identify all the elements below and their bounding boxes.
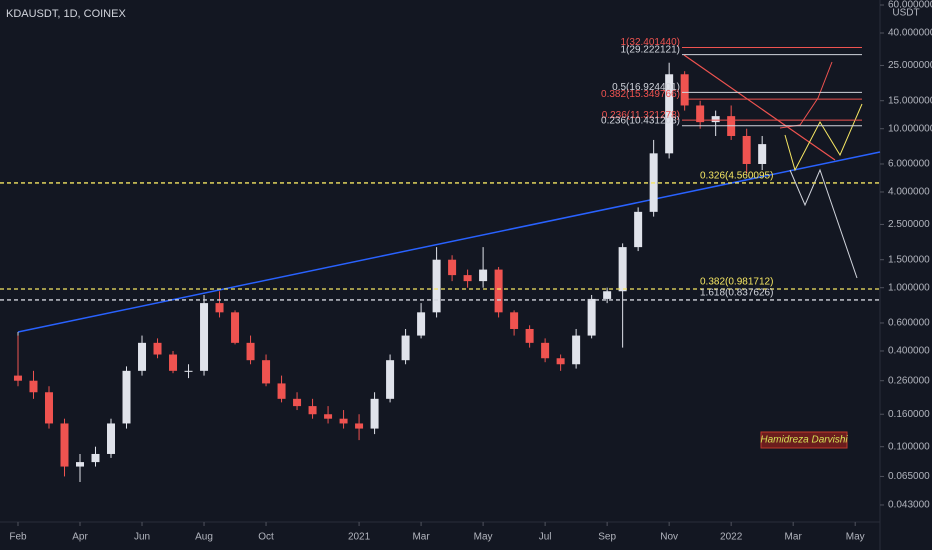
candle-body	[122, 370, 131, 424]
candle-body	[525, 328, 534, 343]
x-tick-label: Aug	[195, 532, 213, 543]
trend-line	[17, 151, 881, 333]
arrow-path	[779, 61, 833, 129]
candle-body	[417, 312, 426, 336]
y-tick-label: 15.000000	[888, 95, 932, 106]
x-tick-label: Jul	[539, 532, 552, 543]
candle-body	[696, 105, 705, 123]
candle-body	[463, 275, 472, 282]
candle-body	[618, 247, 627, 292]
candle-body	[13, 375, 22, 381]
candle-body	[401, 335, 410, 361]
y-tick-label: 0.065000	[888, 471, 930, 482]
candle-body	[246, 342, 255, 361]
candle-body	[184, 370, 193, 372]
candle-body	[510, 312, 519, 329]
candle-body	[153, 342, 162, 355]
level-label: 0.382(15.349766)	[601, 89, 680, 100]
candle-body	[386, 360, 395, 399]
candle-body	[324, 414, 333, 419]
candle-body	[76, 462, 84, 467]
level-label: 1(32.401440)	[621, 37, 681, 48]
candle-body	[138, 342, 147, 371]
candle-body	[680, 74, 689, 106]
level-label: 0.382(0.981712)	[700, 277, 773, 288]
candle-body	[215, 303, 224, 313]
candle-body	[494, 269, 503, 313]
candle-body	[603, 291, 612, 299]
y-tick-label: 0.600000	[888, 318, 930, 329]
candle-body	[200, 303, 209, 371]
y-tick-label: 60.000000	[888, 0, 932, 11]
candle-body	[262, 360, 271, 384]
candle-body	[60, 423, 69, 467]
candle-body	[277, 383, 286, 399]
y-tick-label: 0.400000	[888, 346, 930, 357]
x-tick-label: Mar	[412, 532, 430, 543]
drawings	[17, 54, 881, 385]
level-label: 0.326(4.560095)	[700, 171, 773, 182]
candle-body	[29, 380, 38, 393]
levels: 1(32.401440)1(29.222121)0.5(16.924401)0.…	[0, 37, 880, 301]
candle-body	[448, 259, 457, 276]
candle-body	[44, 392, 53, 424]
candle-body	[572, 335, 581, 365]
x-tick-label: Nov	[660, 532, 678, 543]
candle-body	[339, 418, 348, 424]
chart-title: KDAUSDT, 1D, COINEX	[6, 8, 126, 20]
y-tick-label: 0.100000	[888, 441, 930, 452]
y-tick-label: 0.160000	[888, 409, 930, 420]
candle-body	[432, 259, 441, 313]
y-unit: USDT	[892, 8, 919, 19]
level-label: 1.618(0.837626)	[700, 288, 773, 299]
candle-body	[758, 144, 767, 164]
y-tick-label: 10.000000	[888, 123, 932, 134]
candle-body	[169, 354, 178, 371]
y-tick-label: 1.000000	[888, 282, 930, 293]
y-tick-label: 1.500000	[888, 254, 930, 265]
y-tick-label: 0.043000	[888, 500, 930, 511]
x-tick-label: Apr	[72, 532, 88, 543]
candle-body	[293, 398, 302, 407]
y-tick-label: 6.000000	[888, 159, 930, 170]
y-tick-label: 25.000000	[888, 60, 932, 71]
candle-body	[556, 358, 565, 365]
level-label: 1(29.222121)	[621, 44, 681, 55]
y-tick-label: 0.260000	[888, 375, 930, 386]
x-tick-label: Mar	[785, 532, 803, 543]
y-tick-label: 4.000000	[888, 187, 930, 198]
candle-body	[541, 342, 550, 359]
x-tick-label: Feb	[9, 532, 27, 543]
arrow-path	[784, 103, 863, 172]
candle-body	[308, 406, 317, 415]
x-tick-label: 2021	[348, 532, 371, 543]
x-tick-label: 2022	[720, 532, 743, 543]
level-label: 0.236(11.321278)	[602, 110, 680, 121]
candle-body	[665, 74, 674, 154]
candle-body	[711, 116, 720, 123]
level-label: 0.5(16.924401)	[612, 82, 680, 93]
candle-body	[91, 453, 100, 463]
candle-body	[355, 423, 364, 429]
candle-body	[479, 269, 488, 282]
level-label: 0.236(10.431203)	[601, 115, 680, 126]
candle-body	[587, 298, 596, 336]
y-tick-label: 2.500000	[888, 219, 930, 230]
arrow-path	[789, 168, 858, 279]
x-tick-label: Oct	[258, 532, 274, 543]
watermark: Hamidreza Darvishi	[760, 435, 848, 446]
x-tick-label: Sep	[598, 532, 616, 543]
y-tick-label: 40.000000	[888, 28, 932, 39]
x-tick-label: May	[474, 532, 493, 543]
candle-body	[370, 398, 379, 429]
candle-body	[107, 423, 116, 454]
candle-body	[231, 312, 240, 343]
x-tick-label: May	[846, 532, 865, 543]
watermark-box	[760, 431, 848, 449]
x-tick-label: Jun	[134, 532, 150, 543]
candle-body	[634, 211, 643, 248]
candle-body	[742, 135, 751, 164]
